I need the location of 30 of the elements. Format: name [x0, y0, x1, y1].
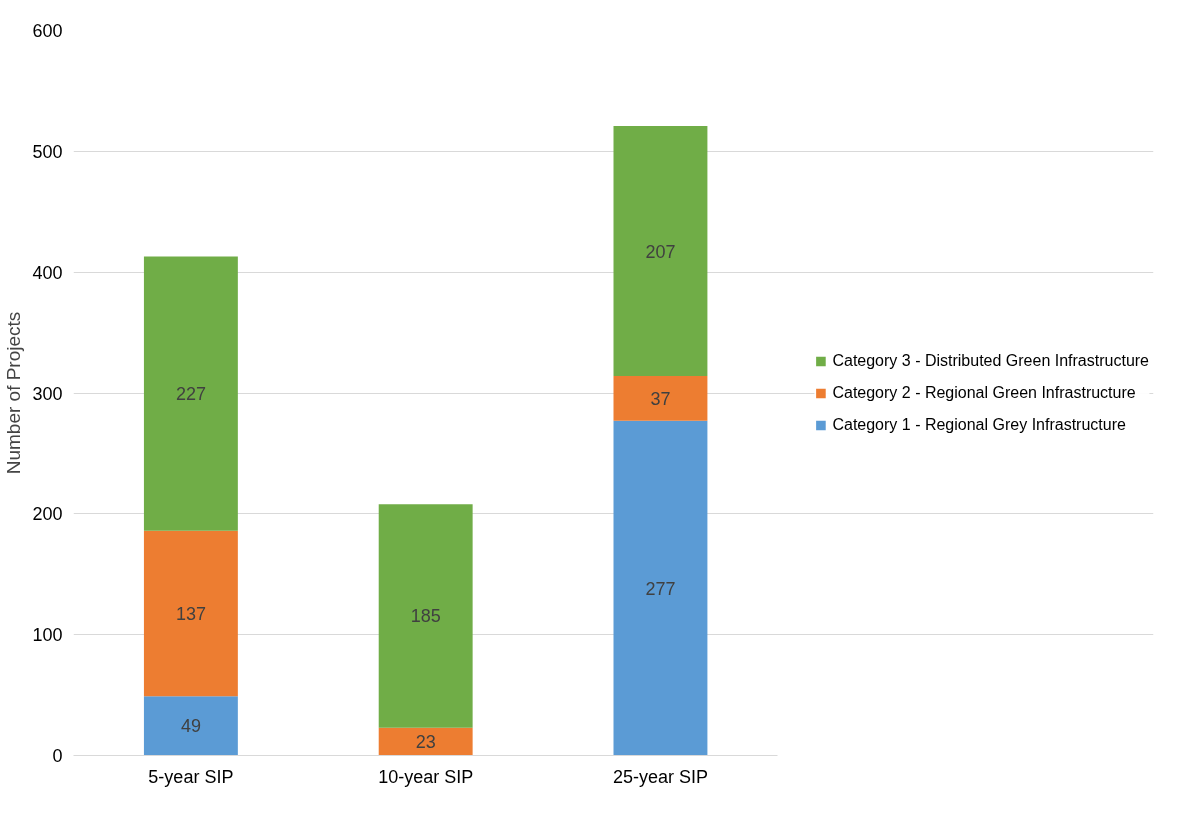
y-tick-label: 500	[32, 141, 63, 162]
data-label: 137	[175, 604, 206, 625]
y-tick-label: 0	[52, 746, 63, 766]
bar	[143, 696, 238, 756]
y-tick-label: 600	[32, 21, 63, 41]
bar	[613, 125, 708, 377]
y-tick-label: 100	[32, 625, 63, 646]
data-label: 207	[645, 241, 676, 262]
x-tick-label: 25-year SIP	[612, 766, 708, 787]
bar	[378, 727, 473, 756]
legend-label: Category 1 - Regional Grey Infrastructure	[832, 415, 1126, 434]
data-label: 37	[650, 388, 671, 409]
data-label: 23	[415, 732, 436, 753]
x-tick-label: 10-year SIP	[378, 766, 474, 787]
bar	[613, 420, 708, 756]
data-label: 227	[175, 384, 206, 405]
y-tick-label: 400	[32, 262, 63, 283]
y-tick-label: 200	[32, 504, 63, 525]
y-axis-title: Number of Projects	[3, 311, 25, 475]
legend-label: Category 2 - Regional Green Infrastructure	[832, 383, 1136, 402]
bar	[143, 256, 238, 531]
data-label: 277	[645, 578, 676, 599]
y-tick-label: 300	[32, 383, 63, 404]
x-tick-label: 5-year SIP	[148, 766, 234, 787]
bar	[378, 504, 473, 728]
bar	[143, 530, 238, 697]
data-label: 185	[410, 606, 441, 627]
data-label: 49	[180, 716, 201, 737]
bar	[613, 376, 708, 421]
legend-label: Category 3 - Distributed Green Infrastructure	[832, 351, 1149, 370]
